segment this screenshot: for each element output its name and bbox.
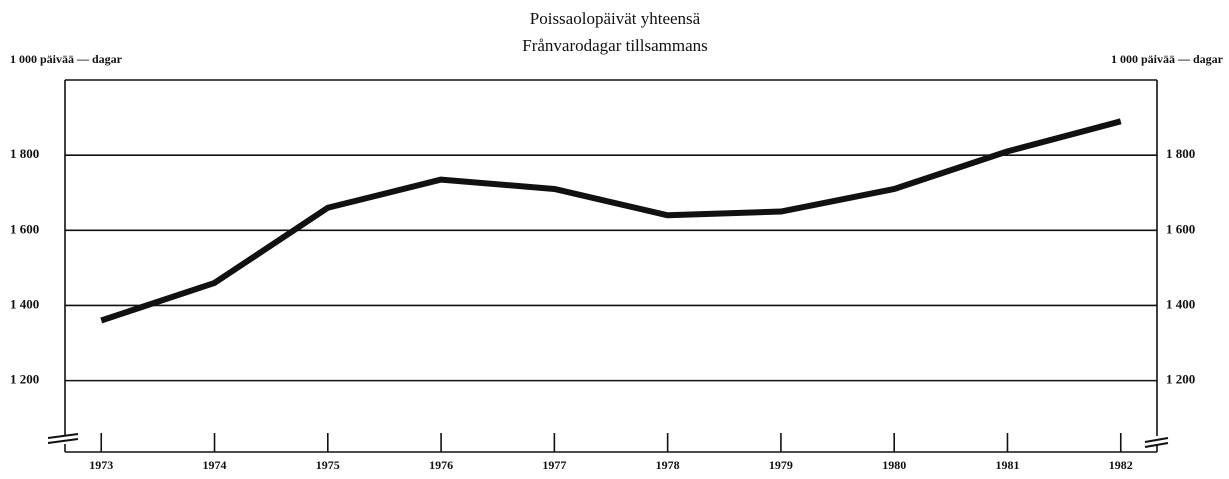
x-tick-label: 1974 [203, 458, 227, 472]
x-tick-label: 1973 [89, 458, 113, 472]
axis-break [47, 433, 79, 444]
y2-tick-label: 1 800 [1166, 146, 1195, 161]
frame [47, 79, 1169, 453]
x-tick-label: 1978 [656, 458, 680, 472]
y2-tick-label: 1 200 [1166, 372, 1195, 387]
x-tick-label: 1977 [542, 458, 566, 472]
x-tick-label: 1981 [995, 458, 1019, 472]
data-line [100, 118, 1122, 324]
y-tick-label: 1 800 [10, 146, 39, 161]
axis-break [1144, 437, 1169, 448]
chart-title: Poissaolopäivät yhteensä [530, 9, 701, 28]
x-tick-label: 1976 [429, 458, 453, 472]
chart-subtitle: Frånvarodagar tillsammans [522, 36, 708, 55]
x-tick-label: 1975 [316, 458, 340, 472]
x-tick-label: 1980 [882, 458, 906, 472]
x-tick-label: 1979 [769, 458, 793, 472]
y-tick-label: 1 600 [10, 221, 39, 236]
y2-tick-label: 1 600 [1166, 221, 1195, 236]
y-tick-label: 1 200 [10, 372, 39, 387]
y2-axis-label: 1 000 päivää — dagar [1111, 52, 1224, 66]
y-axis-label: 1 000 päivää — dagar [10, 52, 123, 66]
y-tick-label: 1 400 [10, 296, 39, 311]
x-tick-label: 1982 [1109, 458, 1133, 472]
y2-tick-label: 1 400 [1166, 296, 1195, 311]
